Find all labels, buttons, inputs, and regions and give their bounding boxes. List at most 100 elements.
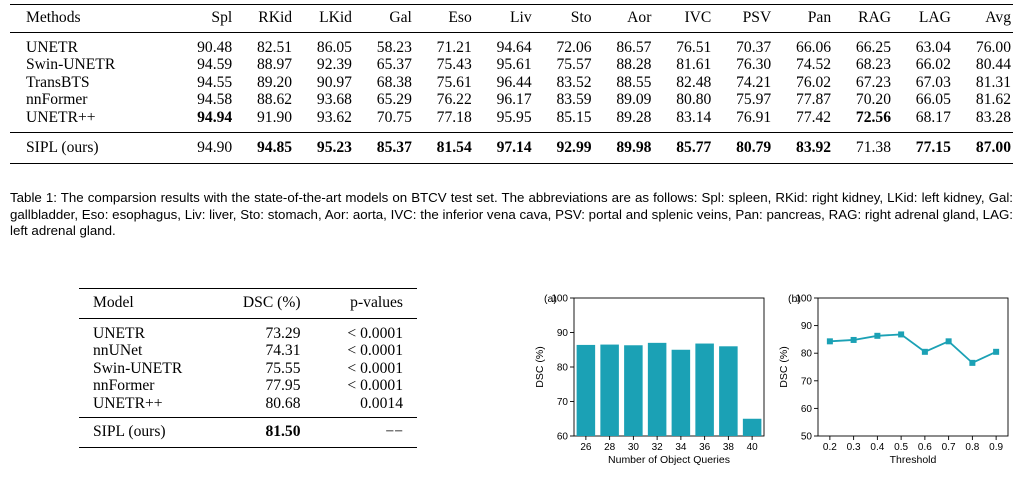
table-cell: 88.97 [257, 56, 293, 73]
table-cell: 87.00 [952, 132, 1013, 163]
table-cell: 76.51 [676, 38, 712, 56]
table-header-row: Model DSC (%) p-values [79, 288, 417, 319]
method-name: UNETR++ [26, 108, 96, 126]
table-cell: 93.68 [316, 91, 352, 108]
table-cell: < 0.0001 [347, 342, 403, 359]
table-cell: 89.98 [593, 132, 654, 163]
table-cell: 81.62 [975, 91, 1011, 108]
model-name: nnFormer [93, 377, 155, 394]
table-cell: 66.06 [796, 38, 832, 56]
column-header: LAG [893, 4, 953, 33]
table-cell: 94.64 [496, 38, 532, 56]
y-axis-label: DSC (%) [534, 346, 546, 387]
table-cell: 70.20 [855, 91, 891, 108]
bar [647, 342, 667, 436]
table-cell: 88.62 [257, 91, 293, 108]
table-cell: 94.55 [197, 73, 233, 91]
table-cell: 80.68 [265, 394, 301, 412]
table-cell: 68.38 [376, 73, 412, 91]
y-tick-label: 80 [801, 349, 813, 360]
table-cell: 75.61 [436, 73, 472, 91]
table-row: UNETR 73.29 < 0.0001 [79, 318, 417, 342]
table-cell: 95.61 [496, 56, 532, 73]
y-tick-label: 70 [557, 397, 569, 408]
bar [742, 418, 762, 436]
column-header: Eso [413, 4, 474, 33]
method-name: UNETR [26, 38, 78, 56]
data-point [921, 348, 928, 355]
table-body: UNETR 73.29 < 0.0001 nnUNet 74.31 < 0.0001 Swi… [79, 318, 417, 418]
method-name: nnFormer [26, 91, 88, 108]
table-cell: < 0.0001 [347, 377, 403, 394]
data-point [969, 359, 976, 366]
table-cell: 80.80 [676, 91, 712, 108]
table-cell: < 0.0001 [347, 324, 403, 342]
x-tick-label: 40 [747, 442, 759, 453]
plot-frame [817, 297, 1009, 437]
table-cell: 66.05 [915, 91, 951, 108]
x-tick-label: 0.5 [894, 442, 908, 453]
table-cell: 74.21 [736, 73, 772, 91]
x-tick-label: 26 [580, 442, 592, 453]
table-cell: 63.04 [915, 38, 951, 56]
table-cell: 77.15 [893, 132, 953, 163]
table-cell: 77.42 [796, 108, 832, 126]
table-cell: 86.57 [616, 38, 652, 56]
bar [576, 344, 596, 436]
x-tick-label: 0.3 [847, 442, 861, 453]
table-cell: < 0.0001 [347, 359, 403, 377]
table-cell: 80.79 [713, 132, 774, 163]
table-cell: 96.17 [496, 91, 532, 108]
table-cell: −− [322, 417, 417, 447]
table-cell: 58.23 [376, 38, 412, 56]
method-name: Swin-UNETR [26, 56, 116, 73]
model-name: SIPL (ours) [79, 417, 216, 447]
table-cell: 90.48 [197, 38, 233, 56]
data-point [850, 336, 857, 343]
y-tick-label: 50 [801, 432, 813, 443]
table-cell: 97.14 [473, 132, 534, 163]
table-cell: 88.28 [616, 56, 652, 73]
model-name: nnUNet [93, 342, 143, 359]
table-cell: 67.03 [915, 73, 951, 91]
table-cell: 83.14 [676, 108, 712, 126]
x-tick-label: 34 [675, 442, 687, 453]
table-row: nnFormer 94.58 88.62 93.68 65.29 76.22 96.17 83… [10, 91, 1013, 109]
table-row: Swin-UNETR 94.59 88.97 92.39 65.37 75.43 95.61… [10, 56, 1013, 74]
table-cell: 80.44 [975, 56, 1011, 73]
table-row: nnFormer 77.95 < 0.0001 [79, 377, 417, 395]
table-cell: 89.28 [616, 108, 652, 126]
column-header: Methods [10, 4, 175, 33]
table-cell: 74.52 [796, 56, 832, 73]
table-cell: 74.31 [265, 342, 301, 359]
data-point [993, 348, 1000, 355]
column-header: Liv [473, 4, 534, 33]
table-cell: 93.62 [316, 108, 352, 126]
table-cell: 91.90 [257, 108, 293, 126]
data-point [826, 338, 833, 345]
table-row: UNETR++ 94.94 91.90 93.62 70.75 77.18 95.95 85.… [10, 109, 1013, 133]
table-cell: 92.99 [533, 132, 594, 163]
x-axis-label: Threshold [890, 454, 937, 466]
x-tick-label: 0.7 [942, 442, 956, 453]
table-cell: 76.00 [975, 38, 1011, 56]
bar [671, 349, 691, 436]
table-cell: 89.09 [616, 91, 652, 108]
table-cell: 83.28 [975, 108, 1011, 126]
table-cell: 88.55 [616, 73, 652, 91]
table-cell: 94.85 [234, 132, 295, 163]
data-point [898, 331, 905, 338]
table-cell: 81.50 [215, 417, 323, 447]
table-cell: 71.38 [833, 132, 893, 163]
table-cell: 65.29 [376, 91, 412, 108]
data-point [874, 332, 881, 339]
table-header-row: Methods Spl RKid LKid Gal Eso Liv Sto Aor IVC PSV P… [10, 4, 1013, 33]
table-cell: 77.95 [265, 377, 301, 394]
table-cell: 83.52 [556, 73, 592, 91]
table-cell: 75.43 [436, 56, 472, 73]
table-cell: 82.48 [676, 73, 712, 91]
table-row: nnUNet 74.31 < 0.0001 [79, 342, 417, 360]
x-tick-label: 36 [699, 442, 711, 453]
y-axis-label: DSC (%) [778, 346, 790, 387]
x-tick-label: 0.8 [965, 442, 979, 453]
